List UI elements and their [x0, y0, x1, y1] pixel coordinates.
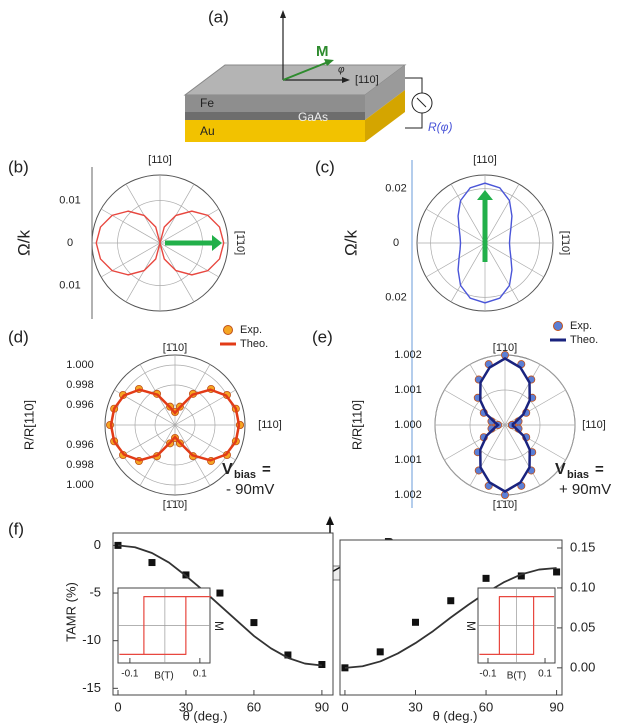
x-tick-label: -0.1 — [479, 669, 497, 680]
r-tick-label: 0.01 — [59, 194, 80, 206]
legend-marker — [224, 326, 233, 335]
y-tick-label: 0.05 — [570, 619, 595, 634]
r-tick-label: 1.002 — [394, 489, 422, 501]
layer-label: GaAs — [298, 110, 328, 124]
bias-symbol: V — [555, 461, 566, 478]
y-tick-label: 0.15 — [570, 539, 595, 554]
direction-label: [1̄10] — [234, 231, 246, 255]
r-tick-label: 1.001 — [394, 454, 422, 466]
y-tick-label: 0.00 — [570, 659, 595, 674]
direction-label: [1̄1̄0] — [163, 499, 187, 511]
x-tick-label: 0 — [341, 699, 348, 714]
y-axis-label: M — [464, 621, 478, 631]
angle-label: φ — [338, 65, 345, 76]
bias-symbol: V — [222, 461, 233, 478]
direction-label: [110] — [148, 154, 172, 166]
panel-label: (b) — [8, 157, 29, 176]
r-tick-label: 0 — [393, 237, 399, 249]
panel-label: (e) — [312, 327, 333, 346]
r-tick-label: 0.998 — [66, 379, 94, 391]
axis-label: R/R[110] — [21, 400, 36, 450]
data-point — [483, 575, 490, 582]
y-tick-label: 0.10 — [570, 579, 595, 594]
r-tick-label: 1.001 — [394, 384, 422, 396]
axis-label: R/R[110] — [349, 400, 364, 450]
direction-label: [110] — [582, 419, 606, 431]
device-schematic: (a) M φ [110] Fe GaAs Au R(φ) — [185, 7, 453, 142]
x-axis-label: θ (deg.) — [183, 708, 228, 723]
legend-marker — [554, 322, 563, 331]
x-tick-label: 0.1 — [538, 669, 552, 680]
m-label: M — [316, 43, 329, 60]
panel-label: (c) — [315, 157, 335, 176]
r-tick-label: 1.002 — [394, 349, 422, 361]
direction-label: [110] — [258, 419, 282, 431]
panel-label: (d) — [8, 327, 29, 346]
legend-label: Exp. — [240, 324, 262, 336]
x-axis-label: θ (deg.) — [433, 708, 478, 723]
legend-label: Theo. — [570, 334, 598, 346]
arrow-head — [326, 516, 334, 525]
panel-label: (f) — [8, 519, 24, 538]
resistance-label: R(φ) — [428, 120, 453, 134]
gaas-layer — [185, 112, 365, 120]
data-point — [250, 619, 257, 626]
bias-value: + 90mV — [559, 481, 611, 498]
y-tick-label: -10 — [82, 632, 101, 647]
y-tick-label: -5 — [89, 584, 101, 599]
x-tick-label: 0 — [114, 699, 121, 714]
data-point — [216, 590, 223, 597]
direction-label: [1̄10] — [559, 231, 571, 255]
bias-equals: = — [595, 461, 604, 478]
axis-label: Ω/k — [341, 230, 360, 256]
data-point — [412, 619, 419, 626]
direction-label: [1̄1̄0] — [493, 499, 517, 511]
bias-value: - 90mV — [226, 481, 274, 498]
x-tick-label: 30 — [408, 699, 422, 714]
r-tick-label: 1.000 — [66, 359, 94, 371]
direction-label: [110] — [355, 74, 379, 86]
panel-label: (a) — [208, 7, 229, 26]
r-tick-label: 0.02 — [385, 183, 406, 195]
x-axis-label: B(T) — [154, 671, 173, 682]
x-tick-label: 90 — [315, 699, 329, 714]
direction-label: [110] — [473, 154, 497, 166]
y-tick-label: -15 — [82, 680, 101, 695]
r-tick-label: 0.998 — [66, 459, 94, 471]
bias-equals: = — [262, 461, 271, 478]
data-point — [377, 648, 384, 655]
arrow-head — [280, 10, 286, 18]
x-axis-label: B(T) — [507, 671, 526, 682]
data-point — [553, 568, 560, 575]
layer-label: Fe — [200, 96, 214, 110]
x-tick-label: 0.1 — [193, 669, 207, 680]
r-tick-label: 0.02 — [385, 291, 406, 303]
x-tick-label: 60 — [247, 699, 261, 714]
r-tick-label: 0 — [67, 237, 73, 249]
bias-subscript: bias — [567, 469, 589, 481]
direction-label: [1̄10] — [163, 342, 187, 354]
r-tick-label: 1.000 — [66, 479, 94, 491]
r-tick-label: 0.996 — [66, 439, 94, 451]
y-tick-label: 0 — [94, 537, 101, 552]
x-tick-label: 90 — [549, 699, 563, 714]
x-tick-label: 60 — [479, 699, 493, 714]
legend-label: Theo. — [240, 338, 268, 350]
data-point — [148, 559, 155, 566]
y-axis-label: M — [212, 621, 226, 631]
legend-label: Exp. — [570, 320, 592, 332]
layer-label: Au — [200, 124, 215, 138]
r-tick-label: 0.01 — [59, 279, 80, 291]
y-axis-label: TAMR (%) — [63, 582, 78, 642]
axis-label: Ω/k — [14, 230, 33, 256]
figure: (a) M φ [110] Fe GaAs Au R(φ) θ B 00.010… — [0, 0, 623, 727]
r-tick-label: 0.996 — [66, 399, 94, 411]
data-point — [447, 597, 454, 604]
r-tick-label: 1.000 — [394, 419, 422, 431]
x-tick-label: -0.1 — [121, 669, 139, 680]
bias-subscript: bias — [234, 469, 256, 481]
